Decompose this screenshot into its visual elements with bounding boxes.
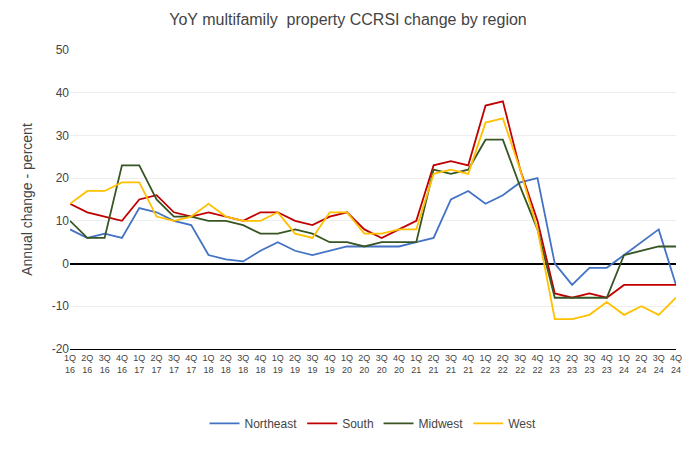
svg-text:1Q21: 1Q21 [410,353,422,375]
svg-text:10: 10 [56,214,70,228]
svg-text:50: 50 [56,43,70,57]
svg-text:20: 20 [56,171,70,185]
svg-text:Midwest: Midwest [419,417,464,431]
svg-text:3Q22: 3Q22 [514,353,526,375]
svg-text:4Q19: 4Q19 [324,353,336,375]
svg-text:4Q18: 4Q18 [254,353,266,375]
svg-text:Annual change - percent: Annual change - percent [19,123,35,276]
svg-text:1Q24: 1Q24 [618,353,630,375]
svg-text:YoY multifamily property CCRS: YoY multifamily property CCRSI change by… [169,11,527,28]
svg-text:4Q17: 4Q17 [185,353,197,375]
svg-text:2Q23: 2Q23 [566,353,578,375]
svg-text:2Q22: 2Q22 [497,353,509,375]
svg-text:2Q20: 2Q20 [358,353,370,375]
svg-text:1Q18: 1Q18 [203,353,215,375]
svg-text:40: 40 [56,86,70,100]
svg-text:3Q17: 3Q17 [168,353,180,375]
svg-text:3Q23: 3Q23 [583,353,595,375]
svg-text:0: 0 [62,257,69,271]
svg-text:2Q24: 2Q24 [635,353,647,375]
svg-text:1Q23: 1Q23 [549,353,561,375]
svg-text:South: South [342,417,373,431]
svg-text:1Q22: 1Q22 [480,353,492,375]
svg-text:4Q20: 4Q20 [393,353,405,375]
svg-text:4Q16: 4Q16 [116,353,128,375]
svg-text:2Q17: 2Q17 [151,353,163,375]
svg-text:-20: -20 [52,342,70,356]
svg-text:2Q16: 2Q16 [81,353,93,375]
svg-text:3Q20: 3Q20 [376,353,388,375]
svg-text:2Q18: 2Q18 [220,353,232,375]
svg-text:4Q23: 4Q23 [601,353,613,375]
svg-text:3Q19: 3Q19 [306,353,318,375]
svg-text:Northeast: Northeast [245,417,298,431]
svg-text:3Q16: 3Q16 [99,353,111,375]
svg-text:4Q21: 4Q21 [462,353,474,375]
svg-text:1Q17: 1Q17 [133,353,145,375]
svg-text:3Q21: 3Q21 [445,353,457,375]
svg-text:3Q18: 3Q18 [237,353,249,375]
svg-text:30: 30 [56,129,70,143]
svg-text:1Q16: 1Q16 [64,353,76,375]
svg-text:4Q22: 4Q22 [531,353,543,375]
svg-text:-10: -10 [52,299,70,313]
svg-text:1Q20: 1Q20 [341,353,353,375]
svg-text:2Q21: 2Q21 [428,353,440,375]
svg-text:2Q19: 2Q19 [289,353,301,375]
svg-text:3Q24: 3Q24 [653,353,665,375]
svg-text:West: West [508,417,536,431]
svg-text:4Q24: 4Q24 [670,353,682,375]
svg-text:1Q19: 1Q19 [272,353,284,375]
